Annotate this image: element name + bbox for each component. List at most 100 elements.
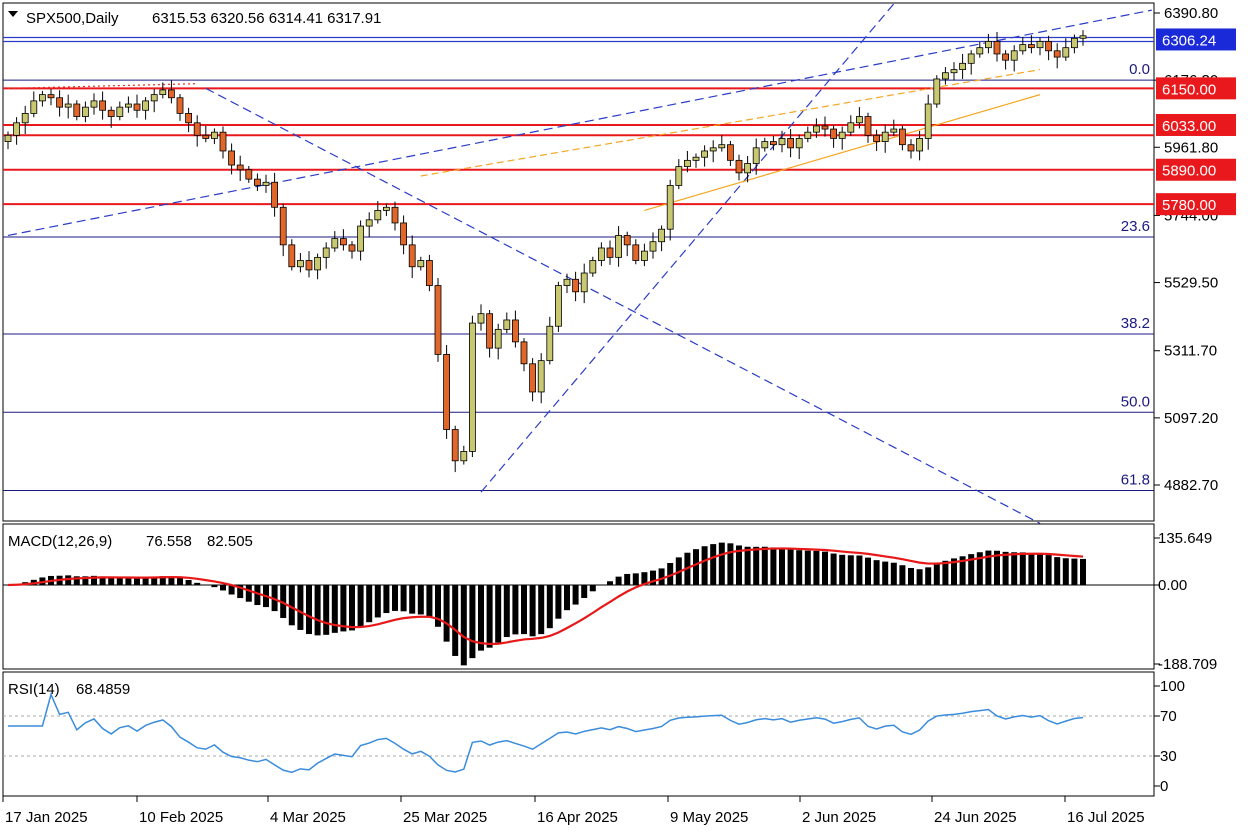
macd-bar[interactable] — [615, 576, 622, 585]
candle-body[interactable] — [236, 164, 244, 171]
candle-body[interactable] — [176, 97, 184, 114]
candle-body[interactable] — [1028, 44, 1035, 49]
candle-body[interactable] — [658, 228, 665, 243]
candle-body[interactable] — [856, 116, 863, 124]
macd-bar[interactable] — [787, 549, 794, 585]
candle-body[interactable] — [382, 206, 390, 211]
trend-lines[interactable] — [7, 3, 1152, 524]
candle-body[interactable] — [82, 106, 89, 117]
candle-body[interactable] — [778, 138, 786, 146]
candle-body[interactable] — [460, 451, 468, 462]
macd-bar[interactable] — [426, 585, 433, 618]
candle-body[interactable] — [494, 328, 502, 349]
candle-body[interactable] — [305, 260, 313, 271]
candle-body[interactable] — [107, 109, 115, 117]
macd-bar[interactable] — [237, 585, 244, 599]
macd-bar[interactable] — [994, 550, 1000, 585]
candle-body[interactable] — [245, 169, 253, 180]
macd-bar[interactable] — [357, 585, 364, 627]
macd-bar[interactable] — [925, 567, 932, 585]
macd-bar[interactable] — [1045, 555, 1052, 585]
candle-body[interactable] — [228, 150, 236, 166]
candle-body[interactable] — [821, 125, 829, 130]
candle-body[interactable] — [985, 41, 992, 49]
candle-body[interactable] — [598, 247, 605, 261]
candle-body[interactable] — [434, 285, 442, 355]
macd-bar[interactable] — [529, 585, 536, 637]
candle-body[interactable] — [400, 222, 408, 246]
macd-bar[interactable] — [1062, 558, 1069, 585]
candle-body[interactable] — [555, 285, 562, 327]
macd-bar[interactable] — [116, 577, 123, 585]
candle-body[interactable] — [881, 131, 889, 142]
macd-bar[interactable] — [306, 585, 312, 635]
candle-body[interactable] — [813, 125, 820, 133]
candle-body[interactable] — [537, 360, 545, 393]
candle-body[interactable] — [718, 144, 726, 149]
price-badge[interactable]: 6033.00 — [1156, 113, 1236, 136]
macd-bar[interactable] — [607, 581, 613, 585]
candle-body[interactable] — [271, 181, 279, 208]
macd-bar[interactable] — [589, 585, 596, 592]
candle-body[interactable] — [90, 100, 98, 108]
macd-bar[interactable] — [658, 568, 665, 585]
macd-bar[interactable] — [882, 561, 889, 585]
macd-bar[interactable] — [899, 565, 906, 585]
candle-body[interactable] — [116, 106, 124, 117]
candle-body[interactable] — [770, 141, 777, 146]
macd-bar[interactable] — [890, 562, 897, 585]
candle-body[interactable] — [486, 313, 494, 349]
candle-body[interactable] — [606, 247, 614, 258]
macd-bar[interactable] — [1011, 552, 1018, 585]
macd-bar[interactable] — [400, 585, 407, 612]
candle-body[interactable] — [899, 128, 906, 146]
candle-body[interactable] — [477, 313, 485, 324]
candle-body[interactable] — [21, 113, 29, 124]
candle-body[interactable] — [296, 260, 304, 268]
candle-body[interactable] — [873, 134, 880, 142]
time-axis[interactable]: 17 Jan 2025 10 Feb 2025 4 Mar 2025 25 Mar 2… — [2, 796, 1145, 826]
macd-bar[interactable] — [134, 578, 140, 585]
candle-body[interactable] — [641, 250, 648, 261]
candle-body[interactable] — [520, 341, 528, 365]
macd-bar[interactable] — [959, 556, 966, 585]
macd-bar[interactable] — [254, 585, 261, 606]
candle-body[interactable] — [503, 319, 511, 330]
macd-bar[interactable] — [349, 585, 355, 631]
candle-body[interactable] — [546, 325, 554, 362]
candle-body[interactable] — [13, 122, 21, 136]
macd-bar[interactable] — [478, 585, 484, 651]
candle-body[interactable] — [589, 260, 597, 274]
macd-bar[interactable] — [761, 546, 768, 585]
macd-bar[interactable] — [693, 549, 699, 585]
candle-body[interactable] — [210, 131, 218, 139]
macd-bar[interactable] — [65, 575, 72, 585]
candle-body[interactable] — [262, 181, 270, 186]
macd-bar[interactable] — [323, 585, 330, 635]
rsi-axis[interactable]: 100 70 30 0 — [1154, 678, 1185, 795]
macd-bar[interactable] — [555, 585, 562, 619]
macd-bar[interactable] — [443, 585, 450, 642]
macd-bar[interactable] — [865, 557, 871, 585]
macd-bar[interactable] — [228, 585, 235, 595]
candle-body[interactable] — [907, 144, 915, 152]
candle-body[interactable] — [1053, 50, 1061, 58]
macd-bar[interactable] — [951, 558, 957, 585]
macd-bar[interactable] — [701, 546, 708, 585]
macd-bar[interactable] — [538, 585, 545, 635]
macd-bar[interactable] — [512, 585, 519, 635]
macd-axis[interactable]: 135.649 0.00 -188.709 — [1154, 530, 1217, 673]
candle-body[interactable] — [219, 131, 227, 152]
candle-body[interactable] — [167, 89, 175, 99]
candle-body[interactable] — [468, 322, 476, 452]
macd-bar[interactable] — [839, 554, 846, 585]
candle-body[interactable] — [563, 278, 571, 286]
macd-bar[interactable] — [667, 563, 674, 585]
macd-bar[interactable] — [968, 554, 975, 585]
candle-body[interactable] — [959, 62, 966, 70]
candle-body[interactable] — [39, 94, 46, 102]
macd-bar[interactable] — [624, 573, 631, 585]
macd-bar[interactable] — [194, 582, 201, 585]
fibonacci-levels[interactable]: 0.0 23.6 38.2 50.0 61.8 — [3, 61, 1154, 492]
candle-body[interactable] — [99, 100, 106, 111]
